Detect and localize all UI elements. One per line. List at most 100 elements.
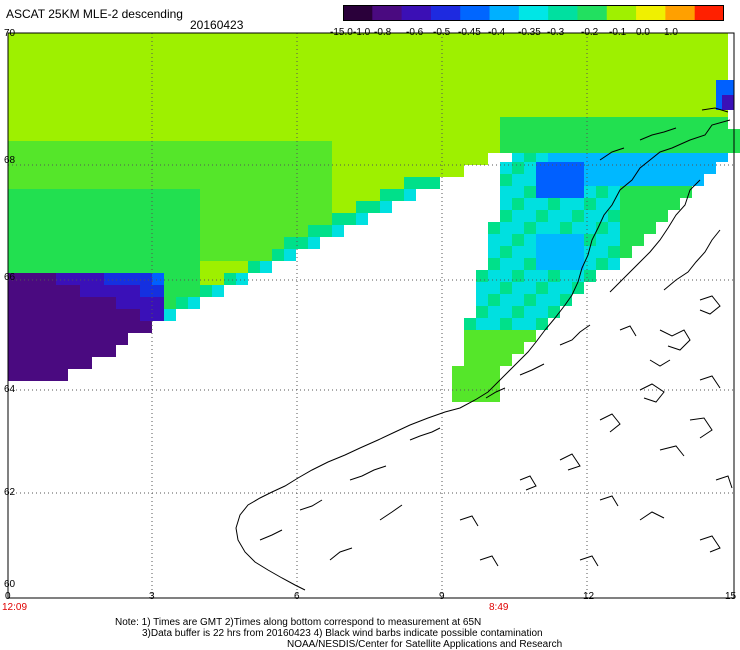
swath-cell: [440, 57, 452, 69]
swath-cell: [128, 57, 140, 69]
swath-cell: [188, 69, 200, 81]
swath-cell: [476, 93, 488, 105]
swath-cell: [92, 345, 104, 357]
swath-cell: [500, 270, 512, 282]
swath-cell: [212, 69, 224, 81]
swath-cell: [452, 366, 464, 378]
swath-cell: [392, 117, 404, 129]
swath-cell: [656, 57, 668, 69]
swath-cell: [620, 222, 632, 234]
swath-cell: [632, 69, 644, 81]
swath-cell: [320, 81, 332, 93]
swath-cell: [476, 342, 488, 354]
swath-cell: [236, 69, 248, 81]
swath-cell: [368, 165, 380, 177]
swath-cell: [200, 165, 212, 177]
swath-cell: [320, 177, 332, 189]
coastline-layer: [235, 107, 733, 591]
swath-cell: [20, 213, 32, 225]
swath-cell: [560, 93, 572, 105]
swath-cell: [620, 129, 632, 141]
swath-cell: [440, 33, 452, 45]
swath-cell: [296, 81, 308, 93]
swath-cell: [584, 45, 596, 57]
swath-cell: [584, 141, 596, 153]
swath-cell: [356, 33, 368, 45]
swath-cell: [368, 105, 380, 117]
swath-cell: [140, 141, 152, 153]
swath-cell: [704, 117, 716, 129]
swath-cell: [344, 33, 356, 45]
swath-cell: [284, 33, 296, 45]
swath-cell: [200, 129, 212, 141]
swath-cell: [140, 57, 152, 69]
swath-cell: [608, 246, 620, 258]
swath-cell: [224, 153, 236, 165]
swath-cell: [224, 117, 236, 129]
swath-cell: [368, 129, 380, 141]
swath-cell: [476, 282, 488, 294]
swath-cell: [200, 189, 212, 201]
swath-cell: [536, 105, 548, 117]
swath-cell: [92, 57, 104, 69]
swath-cell: [308, 165, 320, 177]
swath-cell: [152, 141, 164, 153]
coastline-segment: [639, 511, 665, 521]
swath-cell: [68, 273, 80, 285]
swath-cell: [92, 45, 104, 57]
swath-cell: [248, 225, 260, 237]
swath-cell: [572, 105, 584, 117]
swath-cell: [80, 345, 92, 357]
swath-cell: [476, 270, 488, 282]
swath-cell: [188, 177, 200, 189]
swath-cell: [224, 45, 236, 57]
swath-cell: [356, 117, 368, 129]
swath-cell: [500, 129, 512, 141]
swath-cell: [164, 297, 176, 309]
swath-cell: [32, 45, 44, 57]
swath-cell: [332, 81, 344, 93]
swath-cell: [524, 33, 536, 45]
swath-cell: [524, 186, 536, 198]
swath-cell: [488, 246, 500, 258]
swath-cell: [188, 117, 200, 129]
swath-cell: [56, 165, 68, 177]
swath-cell: [344, 201, 356, 213]
swath-cell: [212, 45, 224, 57]
swath-cell: [248, 117, 260, 129]
swath-cell: [248, 129, 260, 141]
swath-cell: [152, 105, 164, 117]
swath-cell: [104, 153, 116, 165]
coastline-segment: [519, 475, 537, 491]
swath-cell: [404, 69, 416, 81]
swath-cell: [380, 93, 392, 105]
swath-cell: [500, 33, 512, 45]
swath-cell: [140, 45, 152, 57]
swath-cell: [500, 330, 512, 342]
swath-cell: [584, 117, 596, 129]
swath-cell: [356, 213, 368, 225]
colorbar-tick-label: 0.0: [636, 27, 650, 38]
swath-cell: [524, 141, 536, 153]
swath-cell: [44, 249, 56, 261]
swath-cell: [200, 57, 212, 69]
swath-cell: [152, 177, 164, 189]
swath-cell: [320, 117, 332, 129]
swath-cell: [20, 357, 32, 369]
swath-cell: [632, 210, 644, 222]
swath-cell: [212, 225, 224, 237]
swath-cell: [512, 117, 524, 129]
swath-cell: [44, 273, 56, 285]
colorbar-swatch: [372, 5, 403, 21]
map-frame: [7, 32, 735, 599]
swath-cell: [176, 273, 188, 285]
swath-cell: [356, 153, 368, 165]
swath-cell: [176, 129, 188, 141]
swath-cell: [296, 237, 308, 249]
swath-cell: [416, 69, 428, 81]
swath-cell: [164, 57, 176, 69]
swath-cell: [428, 153, 440, 165]
swath-cell: [344, 117, 356, 129]
swath-cell: [560, 174, 572, 186]
swath-cell: [548, 93, 560, 105]
